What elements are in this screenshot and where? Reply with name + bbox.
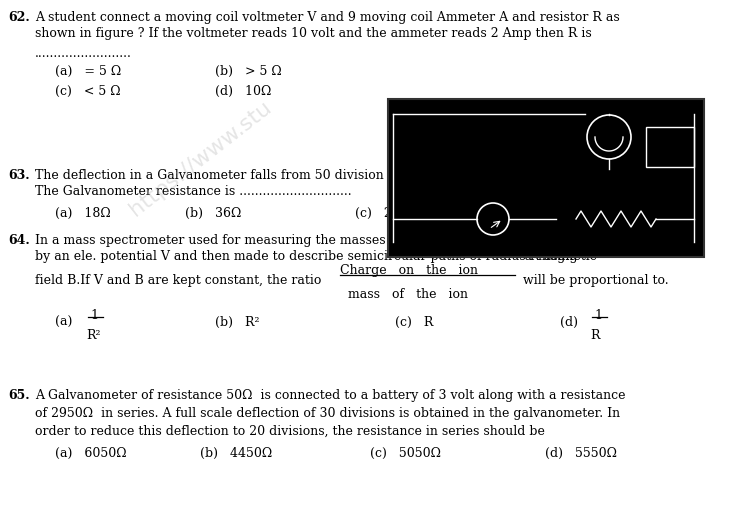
Text: (a)   18Ω: (a) 18Ω xyxy=(55,207,111,220)
Text: will be proportional to.: will be proportional to. xyxy=(519,274,669,287)
Text: a: a xyxy=(525,250,532,263)
Text: (a): (a) xyxy=(55,316,73,329)
Text: 62.: 62. xyxy=(8,11,30,24)
Text: x: x xyxy=(684,222,688,230)
FancyBboxPatch shape xyxy=(388,99,704,257)
Text: J.: J. xyxy=(443,237,448,245)
Text: of 2950Ω  in series. A full scale deflection of 30 divisions is obtained in the : of 2950Ω in series. A full scale deflect… xyxy=(35,407,620,420)
Text: A student connect a moving coil voltmeter V and 9 moving coil Ammeter A and resi: A student connect a moving coil voltmete… xyxy=(35,11,619,24)
Text: (b)   > 5 Ω: (b) > 5 Ω xyxy=(215,65,282,78)
Text: (d)   30Ω: (d) 30Ω xyxy=(530,207,586,220)
Text: .........................: ......................... xyxy=(35,47,132,60)
Text: https://www.stu: https://www.stu xyxy=(126,97,275,221)
Text: field B.If V and B are kept constant, the ratio: field B.If V and B are kept constant, th… xyxy=(35,274,321,287)
Text: (c)   5050Ω: (c) 5050Ω xyxy=(370,447,441,460)
Text: 1: 1 xyxy=(594,309,602,322)
Text: +: + xyxy=(605,119,613,128)
Text: In a mass spectrometer used for measuring the masses of ions, the ions are initi: In a mass spectrometer used for measurin… xyxy=(35,234,644,247)
Text: (a)   = 5 Ω: (a) = 5 Ω xyxy=(55,65,121,78)
Text: T: T xyxy=(400,207,407,216)
Text: (a)   6050Ω: (a) 6050Ω xyxy=(55,447,127,460)
Text: 1: 1 xyxy=(90,309,98,322)
Text: R: R xyxy=(590,329,600,342)
Text: (b)   36Ω: (b) 36Ω xyxy=(185,207,241,220)
Text: 64.: 64. xyxy=(8,234,30,247)
Text: magnetic: magnetic xyxy=(534,250,597,263)
Text: The deflection in a Galvanometer falls from 50 division to 20 when 12Ω  shunt is: The deflection in a Galvanometer falls f… xyxy=(35,169,601,182)
Text: (b)   4450Ω: (b) 4450Ω xyxy=(200,447,272,460)
Text: mass   of   the   ion: mass of the ion xyxy=(348,288,468,301)
Text: (d)   5550Ω: (d) 5550Ω xyxy=(545,447,617,460)
Text: (c)   24Ω: (c) 24Ω xyxy=(355,207,410,220)
Text: (c)   < 5 Ω: (c) < 5 Ω xyxy=(55,85,120,98)
Text: order to reduce this deflection to 20 divisions, the resistance in series should: order to reduce this deflection to 20 di… xyxy=(35,425,545,438)
Text: y: y xyxy=(606,242,611,250)
Text: R: R xyxy=(601,222,608,231)
Text: R²: R² xyxy=(86,329,101,342)
Text: 65.: 65. xyxy=(8,389,29,402)
Bar xyxy=(646,127,694,167)
Text: A Galvanometer of resistance 50Ω  is connected to a battery of 3 volt along with: A Galvanometer of resistance 50Ω is conn… xyxy=(35,389,625,402)
Text: 63.: 63. xyxy=(8,169,29,182)
Text: shown in figure ? If the voltmeter reads 10 volt and the ammeter reads 2 Amp the: shown in figure ? If the voltmeter reads… xyxy=(35,27,592,40)
Text: (d): (d) xyxy=(560,316,578,329)
Text: The Galvanometer resistance is .............................: The Galvanometer resistance is .........… xyxy=(35,185,352,198)
Text: (c)   R: (c) R xyxy=(395,316,433,329)
Text: Charge   on   the   ion: Charge on the ion xyxy=(340,264,478,277)
Text: (b)   R²: (b) R² xyxy=(215,316,260,329)
Text: by an ele. potential V and then made to describe semicircular paths of radius R : by an ele. potential V and then made to … xyxy=(35,250,581,263)
Text: (d)   10Ω: (d) 10Ω xyxy=(215,85,272,98)
